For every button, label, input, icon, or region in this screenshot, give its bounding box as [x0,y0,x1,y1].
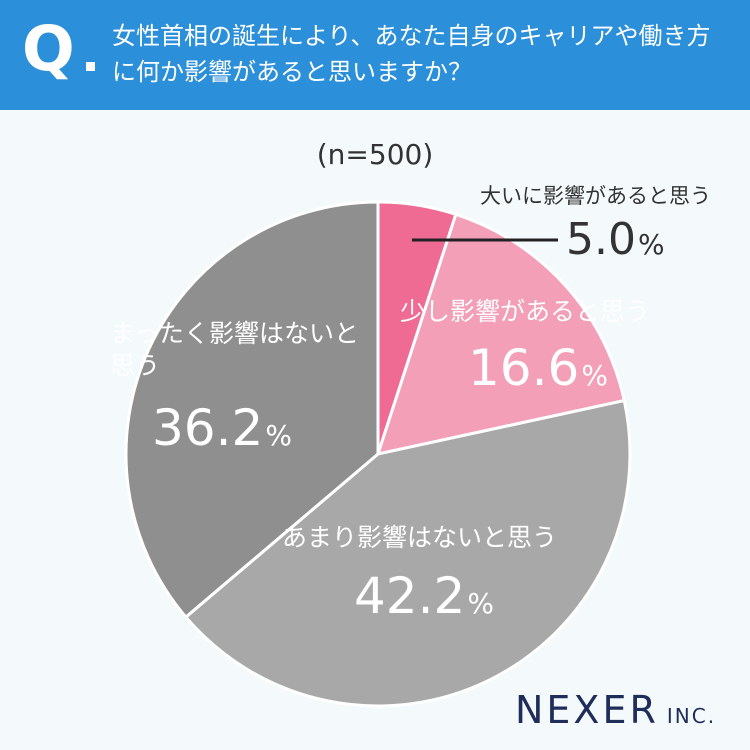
pie-slice-1 [375,212,627,457]
slice-value-1: 16.6% [468,340,608,404]
brand-suffix: INC. [666,704,717,728]
pie-slice-3 [124,200,380,620]
slice-label-3: まったく影響はないと思う [110,319,360,380]
slice-value-text-0: 5.0 [566,214,636,265]
percent-sign-3: % [265,419,292,452]
q-dot [86,62,95,71]
question-text: 女性首相の誕生により、あなた自身のキャリアや働き方に何か影響があると思いますか？ [112,22,711,86]
slice-value-text-3: 36.2 [152,399,264,457]
q-mark: Q [22,12,75,85]
slice-value-0: 5.0% [566,212,665,273]
question-header: Q 女性首相の誕生により、あなた自身のキャリアや働き方に何か影響があると思います… [0,0,750,110]
percent-sign-1: % [581,359,608,392]
slice-label-1: 少し影響があると思う [400,297,651,326]
slice-value-text-1: 16.6 [468,339,580,397]
percent-sign-0: % [637,228,665,261]
brand-name: NEXER [515,688,659,732]
sample-size: (n=500) [316,138,434,171]
slice-label-0: 大いに影響があると思う [480,184,711,208]
slice-label-2: あまり影響はないと思う [282,523,558,552]
slice-value-3: 36.2% [152,400,292,464]
slice-value-2: 42.2% [354,568,494,632]
pie-slice-2 [183,398,632,708]
percent-sign-2: % [467,587,494,620]
slice-value-text-2: 42.2 [354,567,466,625]
nexer-logo: NEXER INC. [515,688,716,732]
